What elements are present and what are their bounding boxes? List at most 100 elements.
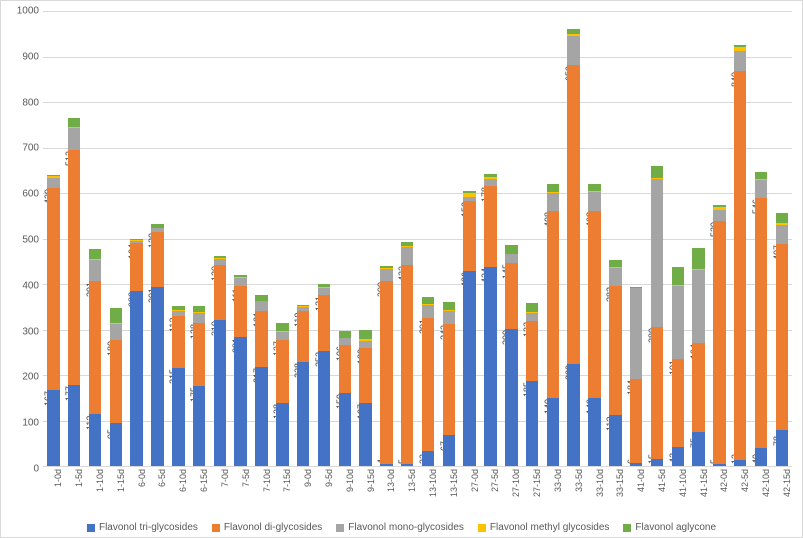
- x-axis-labels: 1-0d1-5d1-10d1-15d6-0d6-5d6-10d6-15d7-0d…: [43, 467, 792, 509]
- bar-segment-mono: [443, 311, 455, 324]
- bar-slot: 391120: [147, 11, 168, 466]
- bar-slot: 40546: [751, 11, 772, 466]
- x-tick-label: 33-0d: [553, 469, 563, 492]
- bar: [214, 256, 226, 466]
- bar-segment-tri: [339, 393, 351, 466]
- bar-segment-di: [234, 286, 246, 337]
- x-tick-label: 41-0d: [636, 469, 646, 492]
- bar-slot: 149408: [584, 11, 605, 466]
- bar-segment-di: [359, 348, 371, 403]
- bar-segment-agly: [526, 303, 538, 311]
- legend-item: Flavonol mono-glycosides: [336, 522, 464, 533]
- bar-segment-tri: [672, 447, 684, 466]
- bar-segment-mono: [380, 269, 392, 282]
- legend-swatch: [87, 524, 95, 532]
- bar-slot: 75194: [688, 11, 709, 466]
- bar-segment-agly: [651, 166, 663, 178]
- bar-segment-di: [713, 221, 725, 463]
- bar-segment-di: [130, 243, 142, 291]
- y-tick-label: 400: [1, 280, 39, 291]
- bar: [547, 184, 559, 466]
- bar-segment-di: [318, 295, 330, 350]
- bar-segment-tri: [630, 463, 642, 466]
- bar: [401, 242, 413, 466]
- bar-segment-agly: [547, 184, 559, 191]
- x-tick-label: 41-10d: [678, 469, 688, 497]
- bar-slot: 217121: [251, 11, 272, 466]
- x-tick-label: 1-10d: [95, 469, 105, 492]
- legend-swatch: [478, 524, 486, 532]
- bar-segment-tri: [443, 435, 455, 466]
- bar-segment-di: [422, 318, 434, 451]
- bar-segment-tri: [526, 381, 538, 466]
- bar-segment-tri: [776, 430, 788, 466]
- bar-segment-agly: [672, 267, 684, 285]
- bar-slot: 138137: [272, 11, 293, 466]
- bar: [526, 303, 538, 466]
- bar-segment-tri: [734, 460, 746, 466]
- bar-segment-agly: [68, 118, 80, 126]
- bar: [734, 45, 746, 466]
- bar-segment-tri: [588, 398, 600, 466]
- bar-slot: 382104: [126, 11, 147, 466]
- legend-label: Flavonol mono-glycosides: [348, 522, 464, 533]
- bar-segment-tri: [463, 271, 475, 466]
- bar-segment-di: [151, 232, 163, 287]
- bar: [776, 213, 788, 466]
- y-tick-label: 600: [1, 189, 39, 200]
- bar-segment-tri: [297, 362, 309, 466]
- bar-slot: 149408: [543, 11, 564, 466]
- bar: [567, 29, 579, 466]
- bar-segment-agly: [359, 330, 371, 339]
- bar-slot: 177513: [64, 11, 85, 466]
- legend-item: Flavonol tri-glycosides: [87, 522, 198, 533]
- bar-segment-mono: [588, 192, 600, 211]
- bar-slot: 223653: [563, 11, 584, 466]
- bar-segment-mono: [776, 225, 788, 244]
- bar-segment-tri: [276, 403, 288, 466]
- y-tick-label: 0: [1, 464, 39, 475]
- bar-segment-di: [526, 321, 538, 381]
- bar-segment-di: [776, 244, 788, 430]
- bar-segment-di: [276, 340, 288, 403]
- bar-segment-di: [547, 211, 559, 398]
- legend-swatch: [336, 524, 344, 532]
- bar: [443, 302, 455, 466]
- x-tick-label: 42-5d: [740, 469, 750, 492]
- bar-segment-agly: [776, 213, 788, 223]
- bar-slot: 137120: [355, 11, 376, 466]
- bar: [672, 267, 684, 466]
- bar: [339, 331, 351, 466]
- bar: [422, 297, 434, 466]
- bar-segment-di: [672, 359, 684, 446]
- bar-segment-tri: [130, 291, 142, 466]
- x-tick-label: 27-15d: [532, 469, 542, 497]
- bar-segment-agly: [276, 323, 288, 331]
- bar: [755, 172, 767, 466]
- bar-segment-di: [651, 327, 663, 459]
- x-tick-label: 1-0d: [53, 469, 63, 487]
- bar-segment-di: [339, 345, 351, 394]
- bar-segment-mono: [547, 193, 559, 211]
- plot-area: 1674391775131132919518038210439112021511…: [43, 11, 792, 467]
- bar: [276, 323, 288, 466]
- x-tick-label: 27-10d: [511, 469, 521, 497]
- bar-slot: 215112: [168, 11, 189, 466]
- bar-segment-mono: [672, 286, 684, 359]
- bar-slot: 4399: [376, 11, 397, 466]
- bar-segment-mono: [567, 36, 579, 65]
- bar-segment-di: [172, 316, 184, 367]
- bar-slot: 15289: [647, 11, 668, 466]
- x-tick-label: 7-10d: [262, 469, 272, 492]
- bar-slot: 434178: [480, 11, 501, 466]
- bar-segment-mono: [110, 324, 122, 340]
- bar-segment-agly: [110, 308, 122, 323]
- bar-segment-mono: [630, 288, 642, 379]
- legend-label: Flavonol methyl glycosides: [490, 522, 610, 533]
- bar-slot: 252121: [314, 11, 335, 466]
- legend: Flavonol tri-glycosidesFlavonol di-glyco…: [1, 522, 802, 533]
- stacked-bar-chart: 01002003004005006007008009001000 1674391…: [0, 0, 803, 538]
- x-tick-label: 13-5d: [407, 469, 417, 492]
- bar-segment-agly: [339, 331, 351, 338]
- x-tick-label: 33-5d: [574, 469, 584, 492]
